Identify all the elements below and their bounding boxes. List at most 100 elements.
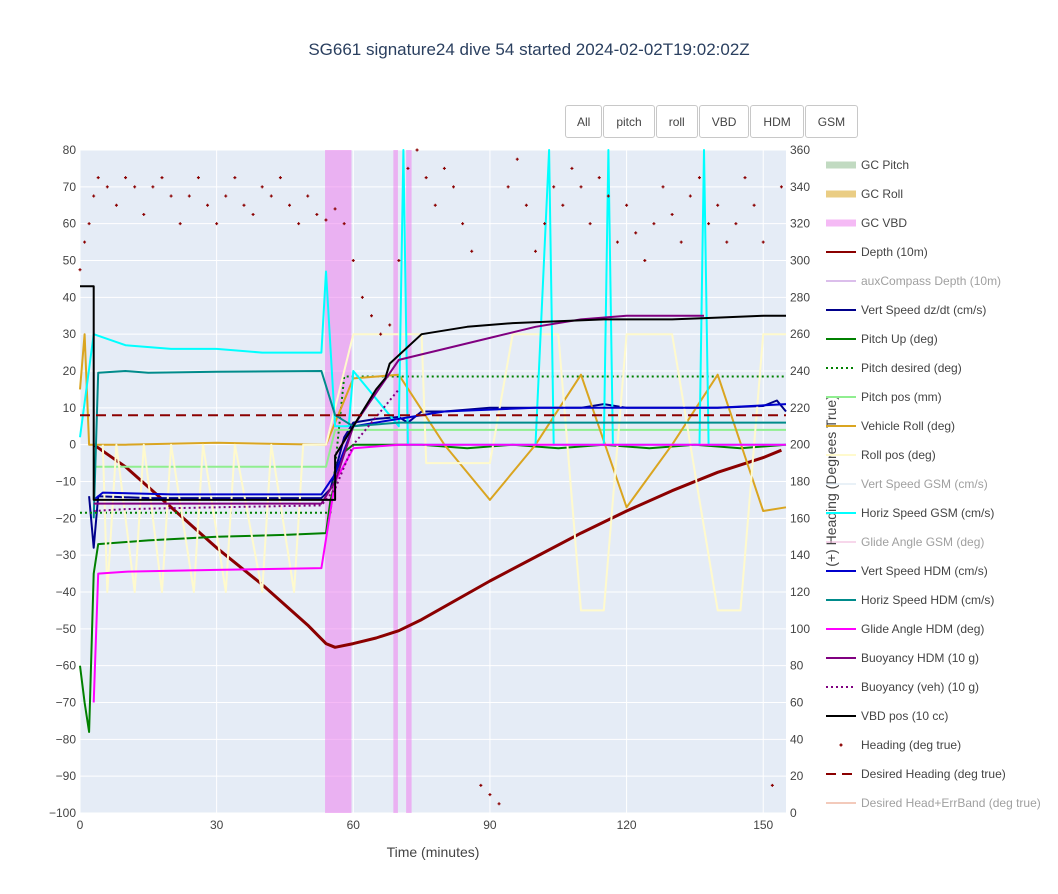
- legend-item-horiz-speed-gsm-cm-s[interactable]: Horiz Speed GSM (cm/s): [826, 506, 994, 520]
- heading-point: [561, 203, 565, 207]
- heading-point: [661, 185, 665, 189]
- legend-item-glide-angle-hdm-deg[interactable]: Glide Angle HDM (deg): [826, 622, 984, 636]
- legend-item-gc-pitch[interactable]: GC Pitch: [826, 158, 909, 172]
- legend-item-glide-angle-gsm-deg[interactable]: Glide Angle GSM (deg): [826, 535, 984, 549]
- heading-point: [187, 194, 191, 198]
- heading-point: [470, 249, 474, 253]
- heading-point: [342, 222, 346, 226]
- chart-title: SG661 signature24 dive 54 started 2024-0…: [308, 40, 750, 59]
- y-tick-label: 40: [63, 290, 77, 304]
- legend-item-horiz-speed-hdm-cm-s[interactable]: Horiz Speed HDM (cm/s): [826, 593, 994, 607]
- y-tick-label: 10: [63, 401, 77, 415]
- heading-point: [734, 222, 738, 226]
- y-tick-label: −20: [56, 511, 77, 525]
- y-tick-label: −10: [56, 475, 77, 489]
- heading-point: [178, 222, 182, 226]
- heading-point: [515, 157, 519, 161]
- legend-item-desired-head-errband-deg-true[interactable]: Desired Head+ErrBand (deg true): [826, 796, 1041, 810]
- legend-item-heading-deg-true[interactable]: Heading (deg true): [839, 738, 962, 752]
- legend-label: Glide Angle GSM (deg): [861, 535, 984, 549]
- heading-point: [497, 802, 501, 806]
- heading-point: [251, 212, 255, 216]
- heading-point: [543, 222, 547, 226]
- heading-point: [588, 222, 592, 226]
- button-all[interactable]: All: [565, 105, 603, 138]
- heading-point: [360, 295, 364, 299]
- series-pitch-desired-deg: [80, 375, 786, 514]
- legend-item-vehicle-roll-deg[interactable]: Vehicle Roll (deg): [826, 419, 955, 433]
- legend-label: Glide Angle HDM (deg): [861, 622, 984, 636]
- y2-tick-label: 300: [790, 254, 810, 268]
- button-hdm[interactable]: HDM: [750, 105, 804, 138]
- legend-label: GC Pitch: [861, 158, 909, 172]
- y-tick-label: −90: [56, 769, 77, 783]
- button-vbd[interactable]: VBD: [698, 105, 750, 138]
- legend-label: Desired Head+ErrBand (deg true): [861, 796, 1041, 810]
- legend-label: Desired Heading (deg true): [861, 767, 1006, 781]
- heading-point: [114, 203, 118, 207]
- heading-point: [716, 203, 720, 207]
- heading-point: [224, 194, 228, 198]
- legend-item-vert-speed-gsm-cm-s[interactable]: Vert Speed GSM (cm/s): [826, 477, 988, 491]
- y-tick-label: 80: [63, 143, 77, 157]
- heading-point: [142, 212, 146, 216]
- heading-point: [92, 194, 96, 198]
- y-tick-label: 0: [69, 438, 76, 452]
- heading-point: [297, 222, 301, 226]
- legend-label: Buoyancy HDM (10 g): [861, 651, 979, 665]
- legend-item-gc-roll[interactable]: GC Roll: [826, 187, 903, 201]
- legend-label: Heading (deg true): [861, 738, 961, 752]
- series-vbd-pos-10-cc: [80, 285, 786, 501]
- heading-point: [415, 148, 419, 152]
- y-tick-label: −30: [56, 548, 77, 562]
- legend: GC Pitch GC Roll GC VBD Depth (10m) auxCompa…: [826, 158, 1041, 810]
- legend-item-vert-speed-dz-dt-cm-s[interactable]: Vert Speed dz/dt (cm/s): [826, 303, 986, 317]
- legend-item-auxcompass-depth-10m[interactable]: auxCompass Depth (10m): [826, 274, 1001, 288]
- heading-point: [725, 240, 729, 244]
- button-roll[interactable]: roll: [655, 105, 698, 138]
- legend-item-vbd-pos-10-cc[interactable]: VBD pos (10 cc): [826, 709, 948, 723]
- y2-tick-label: 180: [790, 475, 810, 489]
- legend-item-depth-10m[interactable]: Depth (10m): [826, 245, 928, 259]
- heading-point: [133, 185, 137, 189]
- heading-point: [652, 222, 656, 226]
- heading-point: [397, 259, 401, 262]
- legend-item-roll-pos-deg[interactable]: Roll pos (deg): [826, 448, 936, 462]
- legend-item-buoyancy-veh-10-g[interactable]: Buoyancy (veh) (10 g): [826, 680, 979, 694]
- heading-point: [333, 207, 337, 211]
- heading-point: [242, 203, 246, 207]
- button-gsm[interactable]: GSM: [804, 105, 859, 138]
- legend-label: Vert Speed HDM (cm/s): [861, 564, 988, 578]
- gc-vbd-band: [406, 150, 412, 813]
- legend-item-gc-vbd[interactable]: GC VBD: [826, 216, 907, 230]
- legend-item-buoyancy-hdm-10-g[interactable]: Buoyancy HDM (10 g): [826, 651, 979, 665]
- series-pitch-up-deg: [79, 443, 787, 733]
- heading-point: [506, 185, 510, 189]
- button-pitch[interactable]: pitch: [603, 105, 655, 138]
- heading-point: [78, 268, 82, 272]
- series-pitch-pos-mm: [93, 428, 786, 468]
- series-layer: [78, 148, 787, 806]
- heading-point: [752, 203, 756, 207]
- heading-point: [697, 176, 701, 180]
- heading-point: [306, 194, 310, 198]
- heading-point: [105, 185, 109, 189]
- heading-point: [634, 231, 638, 235]
- heading-point: [688, 194, 692, 198]
- legend-label: Vert Speed dz/dt (cm/s): [861, 303, 986, 317]
- series-depth-10m: [92, 443, 782, 649]
- legend-item-pitch-up-deg[interactable]: Pitch Up (deg): [826, 332, 938, 346]
- legend-item-desired-heading-deg-true[interactable]: Desired Heading (deg true): [826, 767, 1006, 781]
- axes: −100−90−80−70−60−50−40−30−20−10010203040…: [49, 143, 810, 832]
- legend-item-vert-speed-hdm-cm-s[interactable]: Vert Speed HDM (cm/s): [826, 564, 988, 578]
- legend-item-pitch-pos-mm[interactable]: Pitch pos (mm): [826, 390, 942, 404]
- heading-point: [442, 166, 446, 170]
- y2-tick-label: 0: [790, 806, 797, 820]
- y2-axis-title: (+) Heading (Degrees True): [823, 395, 839, 567]
- heading-point: [370, 314, 374, 318]
- legend-item-pitch-desired-deg[interactable]: Pitch desired (deg): [826, 361, 962, 375]
- heading-point: [288, 203, 292, 207]
- legend-label: Horiz Speed GSM (cm/s): [861, 506, 994, 520]
- heading-point: [761, 240, 765, 244]
